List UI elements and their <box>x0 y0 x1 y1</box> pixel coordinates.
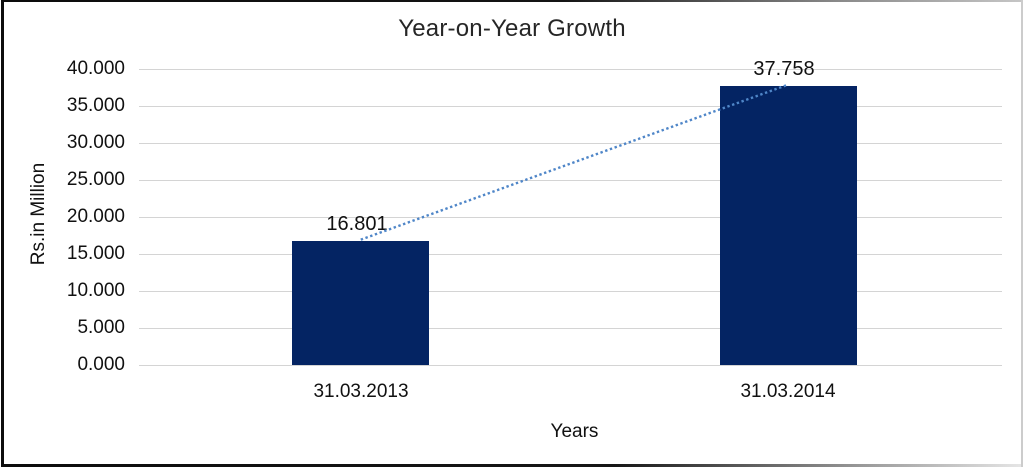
gridline <box>139 69 1002 70</box>
x-tick-label: 31.03.2014 <box>740 381 836 402</box>
frame-border-left <box>1 0 4 467</box>
plot-area <box>139 69 1002 366</box>
gridline <box>139 143 1002 144</box>
y-tick-label: 10.000 <box>66 280 125 301</box>
y-tick-label: 25.000 <box>66 169 125 190</box>
gridline <box>139 217 1002 218</box>
frame-border-top <box>1 0 1023 2</box>
y-tick-label: 0.000 <box>77 354 125 375</box>
chart-title: Year-on-Year Growth <box>398 15 626 42</box>
gridline <box>139 106 1002 107</box>
y-tick-label: 40.000 <box>66 58 125 79</box>
y-tick-label: 35.000 <box>66 95 125 116</box>
frame-border-right <box>1021 0 1023 467</box>
x-axis-title: Years <box>550 421 599 442</box>
frame-border-bottom <box>1 464 1023 467</box>
gridline <box>139 254 1002 255</box>
x-tick-label: 31.03.2013 <box>313 381 409 402</box>
gridline <box>139 328 1002 329</box>
y-tick-label: 5.000 <box>77 317 125 338</box>
bar-value-label: 16.801 <box>326 213 388 235</box>
y-tick-label: 15.000 <box>66 243 125 264</box>
bar-value-label: 37.758 <box>753 58 815 80</box>
bar-31.03.2014 <box>720 86 857 365</box>
bar-31.03.2013 <box>292 241 429 365</box>
gridline <box>139 291 1002 292</box>
y-tick-label: 30.000 <box>66 132 125 153</box>
gridline <box>139 180 1002 181</box>
y-tick-label: 20.000 <box>66 206 125 227</box>
gridline <box>139 365 1002 366</box>
